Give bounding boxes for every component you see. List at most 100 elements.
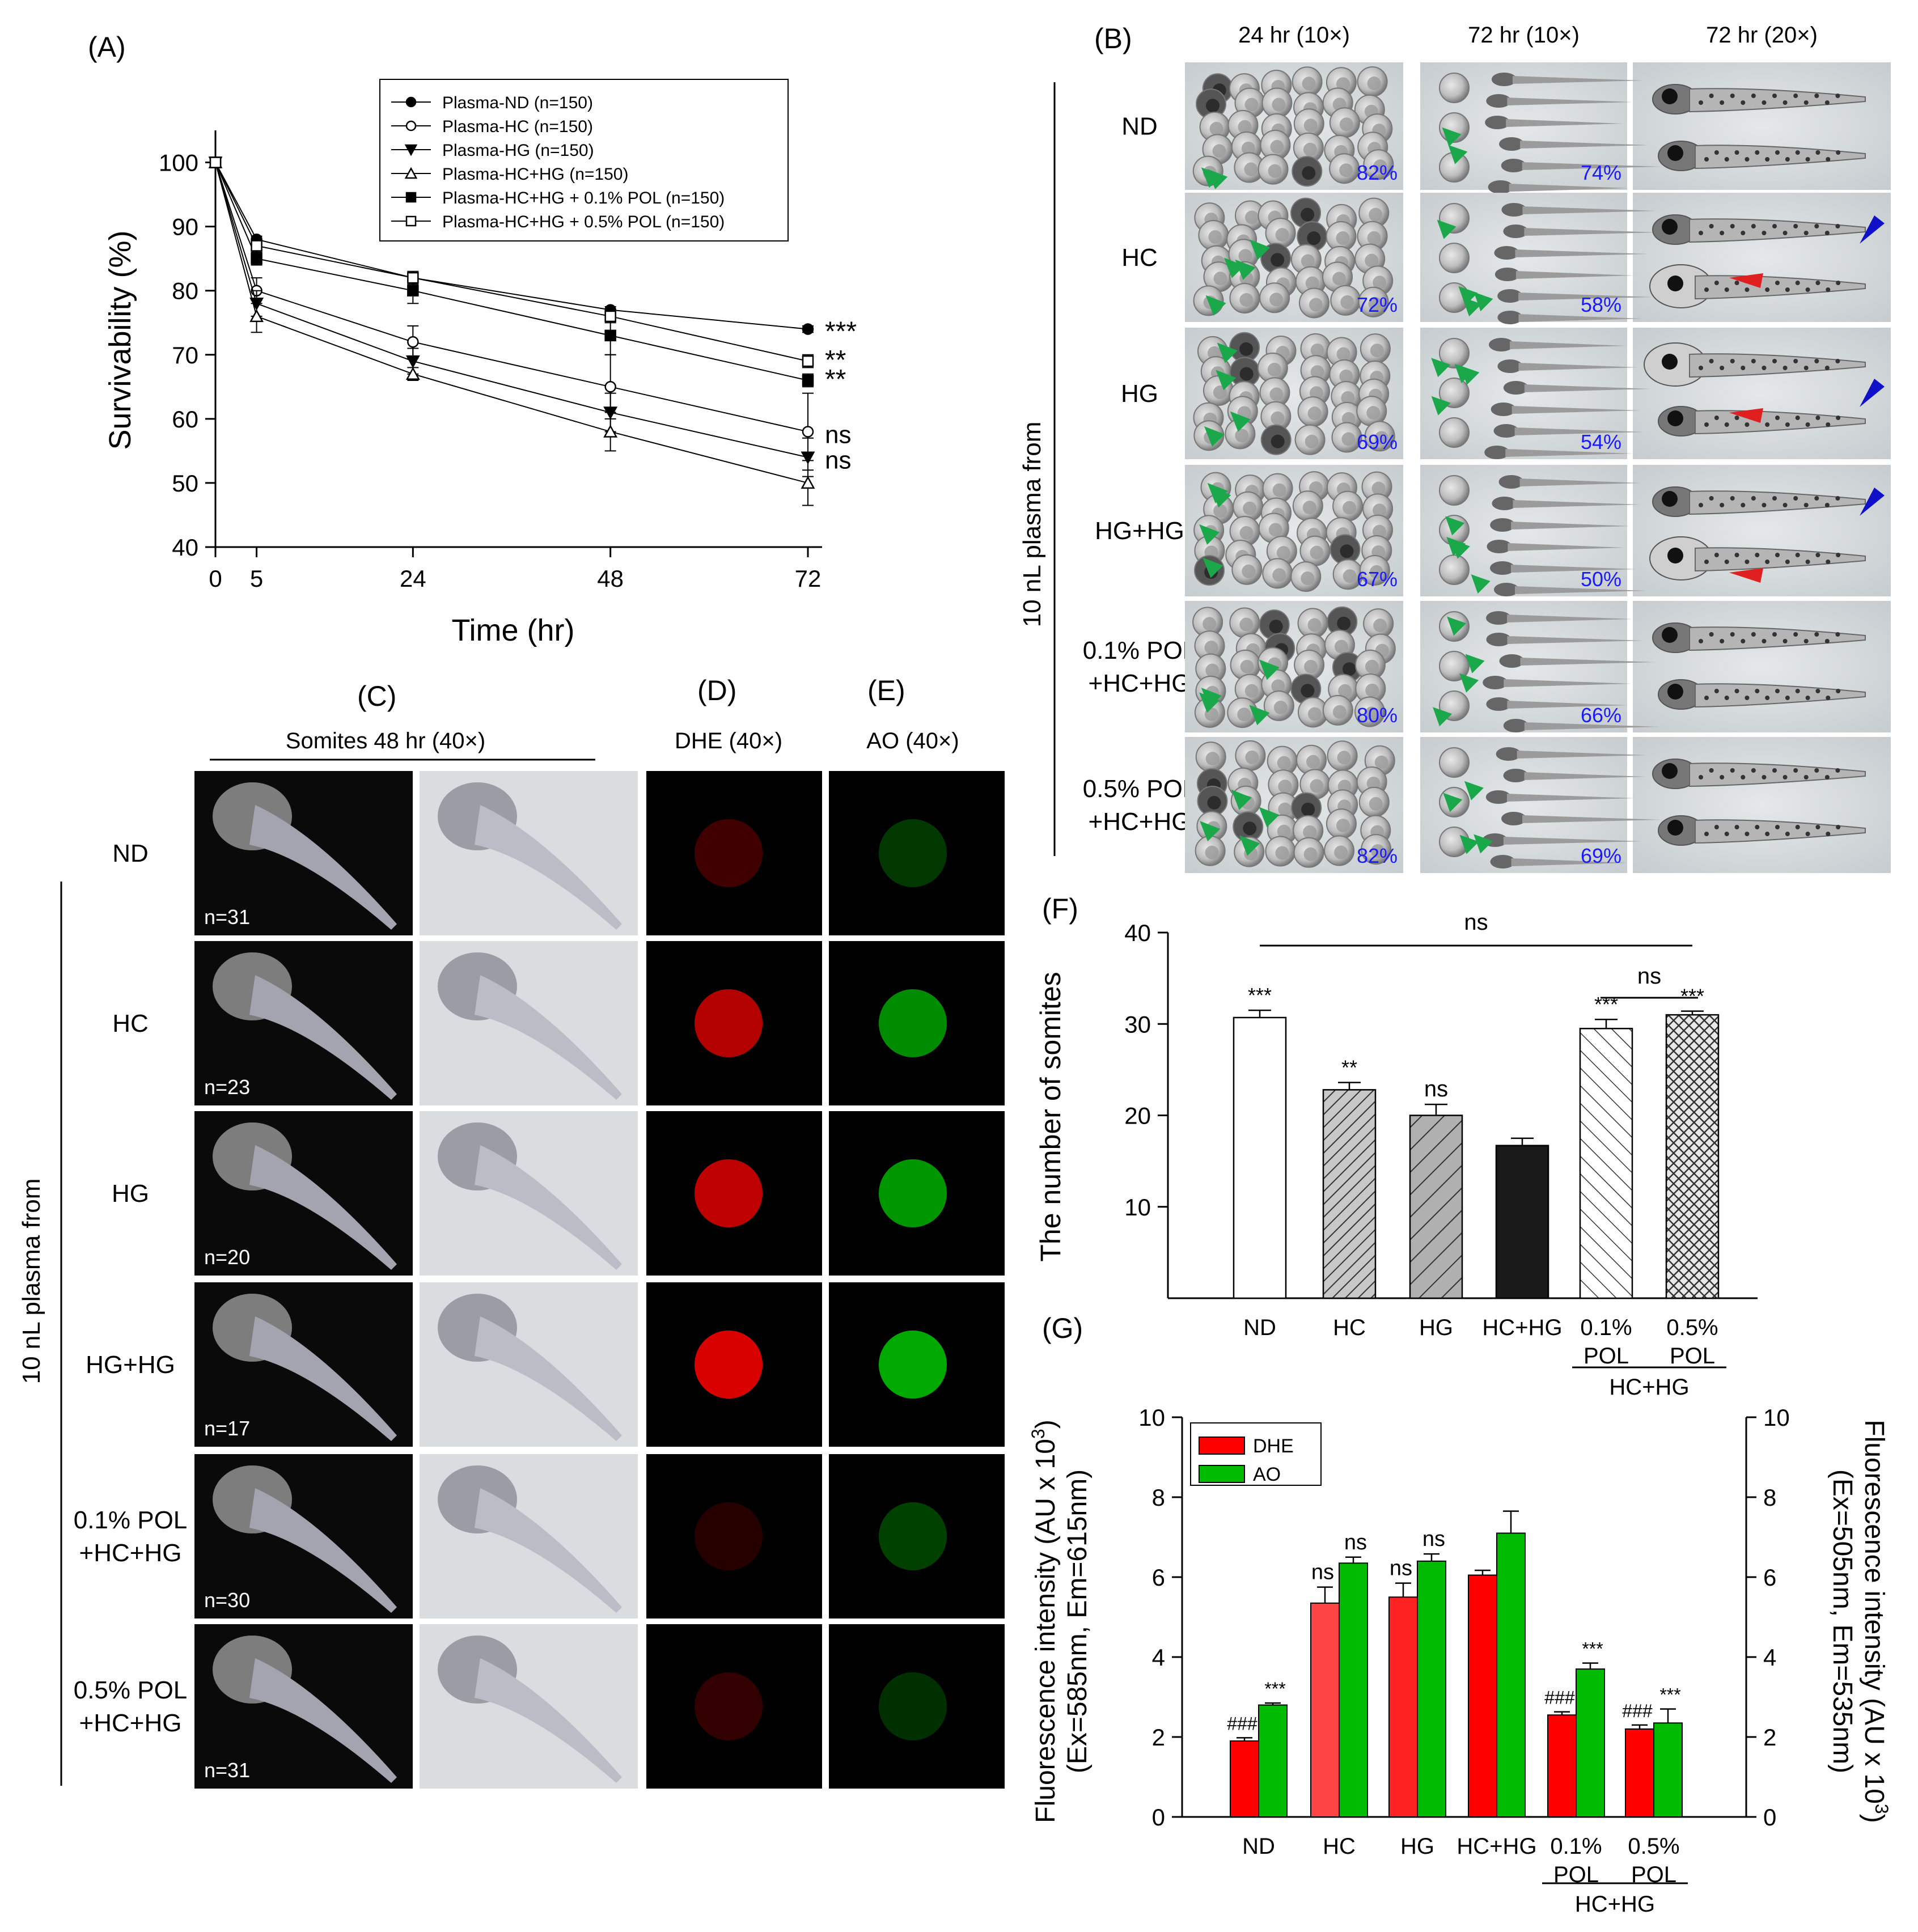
embryo-yolk bbox=[1302, 77, 1316, 91]
right-y-axis-title-close: ) bbox=[1859, 1814, 1889, 1823]
melanophore bbox=[1699, 366, 1703, 370]
embryo-yolk bbox=[1366, 406, 1381, 420]
y-tick-label: 60 bbox=[172, 406, 198, 433]
data-point bbox=[802, 374, 814, 387]
melanophore bbox=[1785, 287, 1790, 292]
dhe-fluorescence bbox=[695, 1502, 763, 1570]
embryo-yolk bbox=[1341, 391, 1355, 405]
larva-tail bbox=[1507, 615, 1633, 622]
larva-eye bbox=[1667, 820, 1683, 836]
embryo-yolk bbox=[1310, 779, 1324, 793]
panel-b-row-label: HC bbox=[1121, 244, 1158, 272]
larva-head bbox=[1489, 561, 1515, 575]
melanophore bbox=[1745, 696, 1750, 700]
melanophore bbox=[1795, 150, 1800, 155]
embryo-yolk bbox=[1243, 501, 1257, 515]
melanophore bbox=[1734, 150, 1739, 155]
panel-b-column-header: 24 hr (10×) bbox=[1238, 23, 1350, 48]
left-y-tick-label: 6 bbox=[1152, 1564, 1165, 1591]
panel-d-header: DHE (40×) bbox=[675, 728, 782, 753]
embryo-yolk bbox=[1334, 639, 1348, 654]
legend-marker bbox=[405, 120, 417, 132]
melanophore bbox=[1704, 287, 1709, 292]
embryo-yolk bbox=[1341, 432, 1356, 446]
melanophore bbox=[1793, 768, 1798, 773]
larva-eye bbox=[1662, 219, 1678, 235]
embryo-yolk bbox=[1339, 369, 1353, 383]
melanophore bbox=[1814, 94, 1819, 98]
data-point bbox=[407, 285, 419, 296]
larva-head bbox=[1501, 203, 1527, 217]
dhe-tile bbox=[646, 1624, 822, 1789]
melanophore bbox=[1824, 639, 1830, 643]
x-category-label: HC+HG bbox=[1457, 1834, 1536, 1859]
embryo-yolk bbox=[1302, 166, 1316, 180]
melanophore bbox=[1815, 281, 1820, 285]
embryo-body bbox=[475, 1316, 622, 1441]
significance-label: *** bbox=[1248, 984, 1272, 1007]
bar bbox=[1233, 1016, 1287, 1299]
melanophore bbox=[1762, 100, 1767, 105]
dhe-fluorescence bbox=[695, 819, 763, 887]
larva-head bbox=[1494, 246, 1519, 260]
melanophore bbox=[1835, 359, 1840, 363]
melanophore bbox=[1772, 496, 1777, 501]
embryo-yolk bbox=[1205, 663, 1220, 677]
melanophore bbox=[1782, 100, 1788, 105]
larva-tail bbox=[1506, 794, 1635, 802]
embryo-yolk bbox=[1243, 821, 1257, 836]
larva-tail bbox=[1517, 751, 1647, 759]
melanophore bbox=[1775, 416, 1780, 420]
larva-eye bbox=[1662, 88, 1678, 104]
melanophore bbox=[1751, 359, 1756, 363]
melanophore bbox=[1741, 366, 1746, 370]
embryo-yolk bbox=[1238, 120, 1252, 134]
y-axis-title: The number of somites bbox=[1035, 972, 1066, 1261]
melanophore bbox=[1709, 94, 1714, 98]
embryo-yolk bbox=[1334, 845, 1348, 859]
green-arrowhead bbox=[1458, 286, 1478, 306]
panel-c-row-label: +HC+HG bbox=[79, 1709, 182, 1737]
significance-label: ** bbox=[825, 345, 846, 375]
melanophore bbox=[1793, 359, 1798, 363]
embryo-yolk bbox=[1301, 571, 1315, 586]
significance-label: ns bbox=[1422, 1527, 1445, 1551]
melanophore bbox=[1803, 503, 1809, 507]
green-arrowhead bbox=[1249, 705, 1270, 726]
x-category-label: HG bbox=[1400, 1834, 1434, 1859]
green-arrowhead bbox=[1216, 370, 1237, 391]
legend-label: Plasma-HG (n=150) bbox=[442, 141, 594, 160]
y-tick-label: 30 bbox=[1124, 1011, 1151, 1037]
larva-tail bbox=[1507, 701, 1628, 709]
data-point bbox=[251, 252, 262, 265]
embryo-yolk bbox=[1305, 434, 1319, 448]
larva-tail bbox=[1512, 76, 1643, 84]
green-arrowhead bbox=[1250, 239, 1271, 260]
group-label: HC+HG bbox=[1575, 1892, 1655, 1917]
embryo-yolk bbox=[1365, 706, 1379, 721]
left-y-tick-label: 8 bbox=[1152, 1484, 1165, 1511]
embryo-body bbox=[249, 1145, 397, 1270]
embryo-yolk bbox=[1244, 98, 1259, 112]
survival-percent-24h: 82% bbox=[1357, 161, 1398, 184]
significance-label: ### bbox=[1227, 1713, 1258, 1734]
melanophore bbox=[1815, 689, 1820, 693]
larva-head bbox=[1503, 719, 1529, 732]
embryo-yolk bbox=[1205, 845, 1219, 859]
larva-head bbox=[1499, 137, 1525, 151]
bar bbox=[1579, 1028, 1633, 1299]
survival-percent-24h: 67% bbox=[1357, 567, 1398, 591]
embryo-body bbox=[249, 805, 397, 930]
larva-head bbox=[1486, 611, 1511, 625]
green-arrowhead bbox=[1443, 793, 1463, 812]
melanophore bbox=[1730, 359, 1735, 363]
embryo-yolk bbox=[1342, 662, 1356, 676]
embryo-yolk bbox=[1277, 824, 1291, 838]
melanophore bbox=[1836, 825, 1841, 829]
melanophore bbox=[1714, 416, 1719, 420]
melanophore bbox=[1775, 150, 1780, 155]
embryo-yolk bbox=[1304, 659, 1318, 673]
melanophore bbox=[1745, 832, 1750, 836]
larva-head bbox=[1501, 159, 1526, 172]
melanophore bbox=[1824, 100, 1830, 105]
